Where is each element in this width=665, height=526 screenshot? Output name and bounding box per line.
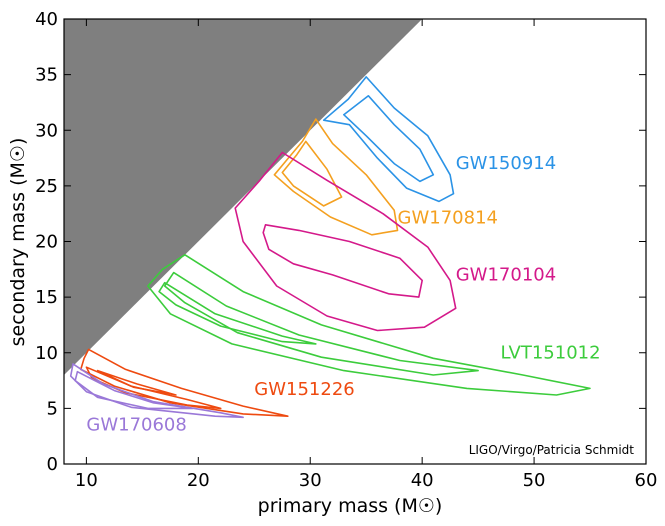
contour-gw151226-1 [80, 348, 289, 417]
label-gw170104: GW170104 [456, 264, 556, 285]
y-tick-label: 30 [35, 120, 58, 141]
contour-gw170104-2 [262, 224, 423, 298]
x-tick-label: 30 [299, 470, 322, 491]
contour-gw170814-1 [273, 118, 399, 236]
contour-gw150914-1 [322, 76, 455, 203]
label-gw170608: GW170608 [86, 415, 186, 436]
contour-gw170608-2 [74, 370, 194, 410]
contour-lvt151012-2 [163, 271, 479, 376]
y-tick-label: 5 [47, 398, 58, 419]
label-gw151226: GW151226 [254, 379, 354, 400]
y-tick-label: 15 [35, 287, 58, 308]
contour-gw150914-2 [343, 95, 435, 183]
excluded-region [64, 19, 423, 375]
label-gw170814: GW170814 [398, 208, 498, 229]
y-tick-label: 0 [47, 454, 58, 475]
x-axis-label: primary mass (M☉) [258, 495, 443, 517]
x-tick-label: 40 [411, 470, 434, 491]
y-tick-label: 20 [35, 232, 58, 253]
x-tick-label: 20 [187, 470, 210, 491]
y-tick-label: 40 [35, 9, 58, 30]
y-axis-label: secondary mass (M☉) [7, 138, 29, 347]
y-tick-label: 10 [35, 343, 58, 364]
contour-gw151226-3 [96, 369, 177, 396]
contour-gw170814-2 [281, 140, 343, 207]
plot-area: GW150914 GW170814 GW170104 LVT151012 GW15122… [64, 19, 601, 436]
label-gw150914: GW150914 [456, 153, 556, 174]
credit-text: LIGO/Virgo/Patricia Schmidt [469, 443, 635, 457]
x-tick-label: 50 [523, 470, 546, 491]
contour-lvt151012-3 [158, 281, 317, 345]
y-tick-label: 25 [35, 176, 58, 197]
x-tick-label: 60 [635, 470, 658, 491]
contour-lvt151012-1 [147, 254, 591, 396]
y-tick-label: 35 [35, 65, 58, 86]
x-tick-label: 10 [75, 470, 98, 491]
axes: 10 20 30 40 50 60 0 5 10 15 20 25 30 35 40 [35, 9, 657, 491]
contour-gw170104-1 [234, 151, 457, 332]
label-lvt151012: LVT151012 [501, 342, 601, 363]
